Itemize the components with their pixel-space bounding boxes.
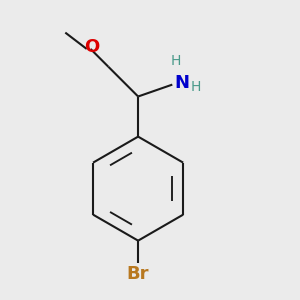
Text: H: H <box>171 54 181 68</box>
Text: N: N <box>175 74 190 92</box>
Text: O: O <box>84 38 99 56</box>
Text: H: H <box>191 80 201 94</box>
Text: Br: Br <box>127 265 149 283</box>
